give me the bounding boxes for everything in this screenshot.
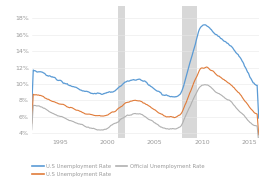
Bar <box>182 6 197 138</box>
Bar <box>118 6 125 138</box>
Legend: U.S Unemployment Rate, U.S Unemployment Rate, Official Unemployment Rate: U.S Unemployment Rate, U.S Unemployment … <box>32 164 205 176</box>
